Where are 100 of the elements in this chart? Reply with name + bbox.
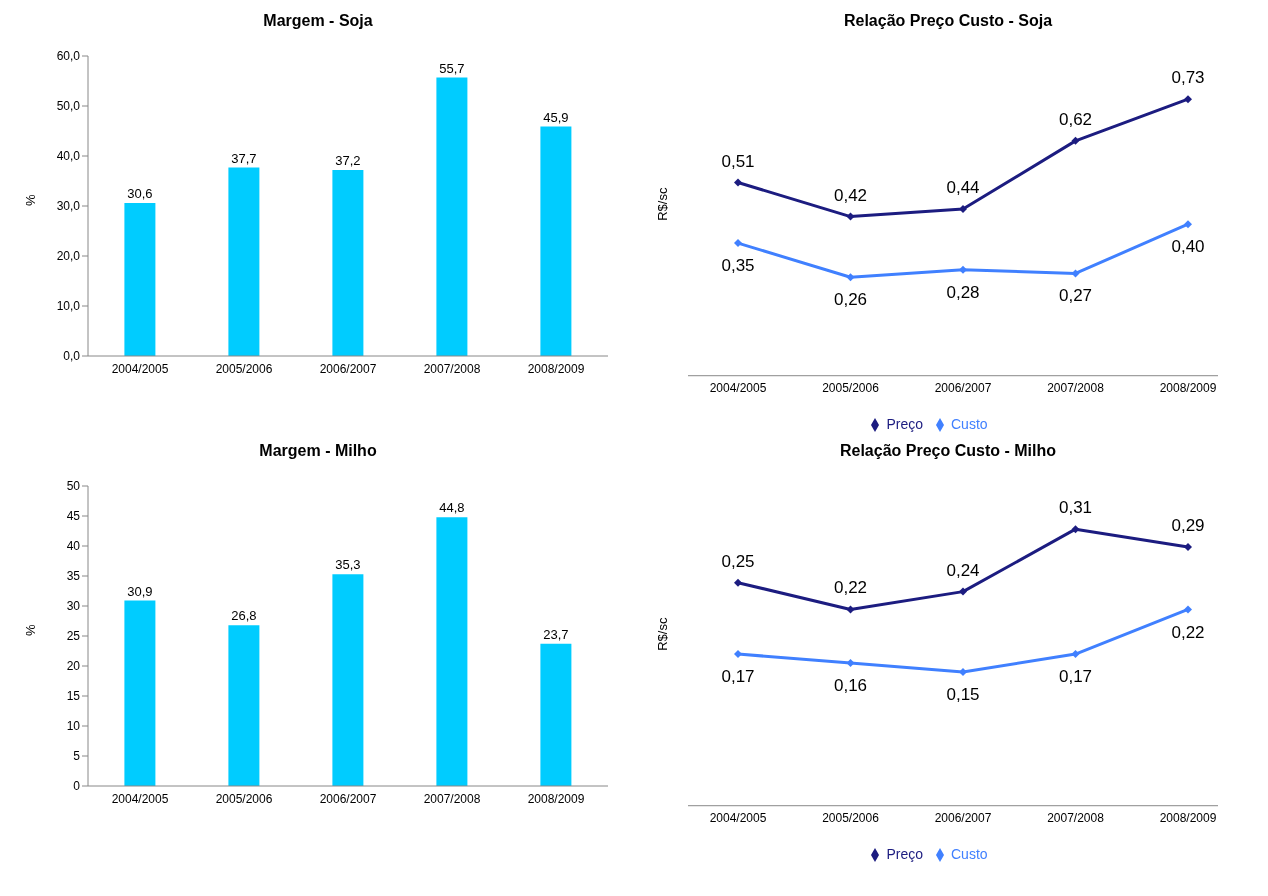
data-label: 0,17 (1058, 667, 1093, 687)
data-label: 37,2 (335, 153, 361, 168)
data-label: 0,24 (946, 560, 980, 580)
data-label: 26,8 (231, 608, 257, 624)
point (846, 273, 855, 282)
data-label: 0,73 (1171, 68, 1205, 88)
point (1184, 543, 1192, 552)
data-label: 0,22 (1171, 622, 1205, 642)
data-label: 45,9 (543, 109, 569, 125)
x-tick-label: 2005/2006 (215, 361, 273, 376)
legend-label: Custo (951, 415, 988, 432)
x-tick-label: 2008/2009 (1159, 381, 1217, 396)
y-tick-label: 10,0 (56, 299, 81, 314)
y-tick-label: 45 (66, 509, 81, 524)
y-axis-title: % (22, 194, 38, 206)
point (1071, 650, 1080, 659)
legend-label: Preço (886, 415, 923, 432)
data-label: 23,7 (543, 626, 569, 642)
bar (124, 203, 156, 356)
bar (436, 77, 468, 356)
data-label: 37,7 (231, 150, 257, 166)
x-tick-label: 2008/2009 (527, 361, 585, 376)
data-label: 0,44 (946, 178, 980, 198)
bar (332, 170, 364, 356)
data-label: 0,27 (1058, 286, 1093, 306)
data-label: 0,62 (1058, 109, 1093, 129)
chart-title: Relação Preço Custo - Soja (842, 11, 1054, 31)
chart-title: Margem - Milho (258, 441, 378, 461)
y-tick-label: 0,0 (63, 349, 81, 364)
data-label: 0,29 (1171, 516, 1205, 536)
data-label: 55,7 (439, 60, 465, 76)
y-tick-label: 40,0 (56, 149, 81, 164)
data-label: 0,17 (721, 667, 755, 687)
data-label: 30,9 (127, 583, 153, 599)
data-label: 0,42 (833, 185, 868, 205)
point (846, 605, 855, 614)
data-label: 0,35 (721, 256, 755, 276)
x-tick-label: 2005/2006 (822, 811, 880, 826)
data-label: 0,28 (946, 282, 980, 302)
chart-title: Margem - Soja (262, 11, 374, 31)
point (959, 205, 967, 214)
x-tick-label: 2007/2008 (423, 361, 481, 376)
y-tick-label: 10 (66, 719, 81, 734)
data-label: 0,31 (1058, 498, 1093, 518)
x-tick-label: 2008/2009 (1159, 811, 1217, 826)
data-label: 35,3 (335, 557, 361, 573)
point (959, 587, 967, 596)
point (959, 265, 967, 274)
y-axis-title: R$/sc (654, 617, 670, 651)
bar (332, 574, 364, 786)
data-label: 0,40 (1171, 237, 1205, 257)
y-tick-label: 60,0 (56, 49, 81, 64)
point (734, 178, 742, 187)
point (1184, 95, 1192, 104)
x-tick-label: 2004/2005 (709, 811, 767, 826)
point (1071, 136, 1080, 145)
point (959, 667, 967, 676)
legend-label: Preço (886, 845, 923, 862)
bar (436, 517, 468, 786)
y-tick-label: 25 (66, 629, 81, 644)
data-label: 0,15 (946, 684, 980, 704)
y-tick-label: 20 (66, 659, 81, 674)
x-tick-label: 2008/2009 (527, 791, 585, 806)
y-tick-label: 30 (66, 599, 81, 614)
data-label: 30,6 (127, 186, 153, 201)
point (734, 239, 742, 248)
point (734, 578, 742, 587)
data-label: 0,16 (833, 676, 868, 696)
y-tick-label: 30,0 (56, 199, 81, 214)
point (734, 650, 742, 659)
point (1071, 269, 1080, 278)
y-tick-label: 0 (73, 779, 81, 794)
data-label: 0,22 (833, 578, 868, 598)
data-label: 0,51 (721, 151, 755, 171)
y-axis-title: % (22, 624, 38, 636)
data-label: 0,25 (721, 551, 755, 571)
y-tick-label: 50 (66, 479, 81, 494)
chart-title: Relação Preço Custo - Milho (838, 441, 1057, 461)
y-tick-label: 40 (66, 539, 81, 554)
point (846, 212, 855, 221)
bar (540, 643, 572, 786)
point (1071, 525, 1080, 534)
x-tick-label: 2005/2006 (822, 381, 880, 396)
y-tick-label: 5 (73, 749, 81, 764)
y-tick-label: 15 (66, 689, 81, 704)
point (1184, 605, 1192, 614)
x-tick-label: 2007/2008 (1047, 811, 1105, 826)
y-tick-label: 20,0 (56, 249, 81, 264)
bar (228, 625, 260, 786)
x-tick-label: 2004/2005 (111, 791, 169, 806)
legend-label: Custo (951, 845, 988, 862)
x-tick-label: 2004/2005 (111, 361, 169, 376)
y-tick-label: 50,0 (56, 99, 81, 114)
x-tick-label: 2007/2008 (1047, 381, 1105, 396)
x-tick-label: 2006/2007 (934, 381, 992, 396)
bar (540, 126, 572, 356)
x-tick-label: 2006/2007 (934, 811, 992, 826)
x-tick-label: 2004/2005 (709, 381, 767, 396)
data-label: 44,8 (439, 500, 465, 516)
y-tick-label: 35 (66, 569, 81, 584)
